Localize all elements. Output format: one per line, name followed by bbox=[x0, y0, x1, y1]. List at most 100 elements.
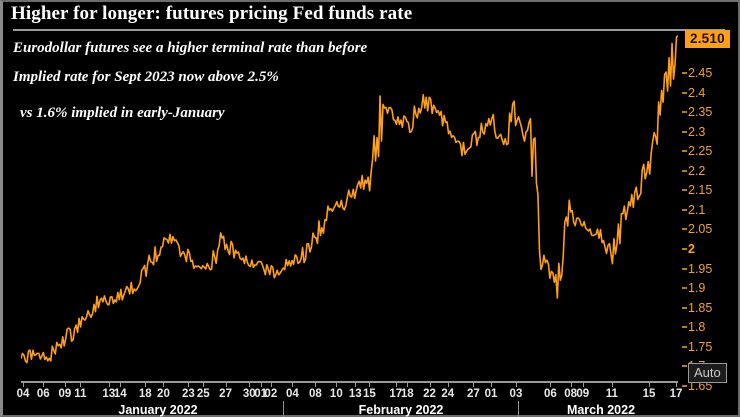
y-tick-dash bbox=[682, 150, 687, 153]
x-tick-mark bbox=[611, 383, 613, 387]
x-tick-mark bbox=[473, 383, 475, 387]
x-tick-label: 23 bbox=[182, 388, 195, 400]
x-tick-label: 08 bbox=[564, 388, 578, 400]
y-tick-label: 2.45 bbox=[688, 66, 713, 80]
x-tick-label: 02 bbox=[264, 388, 278, 400]
x-tick-label: 06 bbox=[36, 388, 50, 400]
y-tick: 2.3 bbox=[679, 125, 740, 140]
y-tick-dash bbox=[682, 326, 687, 329]
month-band-label: February 2022 bbox=[358, 403, 444, 417]
x-tick-mark bbox=[108, 383, 110, 387]
x-tick-label: 27 bbox=[467, 388, 480, 400]
x-tick-label: 04 bbox=[286, 388, 299, 400]
x-tick-label: 09 bbox=[576, 388, 590, 400]
y-tick-label: 1.8 bbox=[688, 320, 706, 335]
x-tick-mark bbox=[315, 383, 317, 387]
x-tick-label: 03 bbox=[509, 388, 523, 400]
y-tick-label: 2.25 bbox=[688, 144, 713, 159]
x-tick-label: 13 bbox=[102, 388, 116, 400]
x-tick-mark bbox=[249, 383, 251, 387]
y-tick-dash bbox=[682, 247, 687, 250]
x-tick-label: 11 bbox=[74, 388, 87, 400]
x-tick-label: 18 bbox=[138, 388, 152, 400]
x-tick-mark bbox=[120, 383, 122, 387]
y-tick-dash bbox=[682, 72, 687, 74]
y-tick: 1.8 bbox=[679, 320, 740, 335]
x-tick-mark bbox=[676, 383, 677, 387]
x-tick-mark bbox=[203, 383, 205, 387]
y-tick-label: 2.4 bbox=[688, 85, 706, 100]
y-tick-label: 2.2 bbox=[688, 163, 706, 178]
x-tick-mark bbox=[163, 383, 165, 387]
x-tick-label: 11 bbox=[605, 388, 618, 400]
x-tick-mark bbox=[80, 383, 82, 387]
x-tick-label: 14 bbox=[113, 388, 127, 400]
y-tick-label: 2.35 bbox=[688, 105, 713, 120]
x-tick-label: 15 bbox=[363, 388, 376, 400]
y-tick-dash bbox=[682, 208, 687, 211]
y-tick-label: 1.85 bbox=[688, 300, 713, 315]
x-tick-label: 15 bbox=[642, 388, 656, 400]
x-tick-mark bbox=[369, 383, 371, 387]
x-tick-mark bbox=[429, 383, 431, 387]
x-tick-label: 10 bbox=[329, 388, 343, 400]
x-tick-label: 24 bbox=[441, 388, 455, 400]
x-tick-label: 01 bbox=[484, 388, 498, 400]
y-tick: 2.25 bbox=[679, 144, 740, 159]
y-tick: 2.15 bbox=[679, 183, 740, 198]
y-tick-dash bbox=[682, 91, 687, 94]
month-band-label: January 2022 bbox=[118, 403, 198, 417]
y-tick: 2.35 bbox=[679, 105, 740, 120]
y-tick-label: 1.75 bbox=[688, 339, 713, 354]
x-tick-mark bbox=[23, 383, 24, 387]
y-tick-label: 1.9 bbox=[688, 281, 706, 296]
x-tick-label: 17 bbox=[669, 388, 683, 400]
x-tick-label: 08 bbox=[308, 388, 322, 400]
y-tick-label: 1.95 bbox=[688, 261, 713, 276]
last-value-badge: 2.510 bbox=[685, 30, 730, 48]
x-tick-label: 09 bbox=[58, 388, 72, 400]
x-tick-mark bbox=[570, 383, 572, 387]
month-band-label: March 2022 bbox=[566, 403, 636, 417]
x-tick-mark bbox=[188, 383, 190, 387]
x-tick-mark bbox=[145, 383, 147, 387]
x-tick-mark bbox=[260, 383, 262, 387]
x-tick-mark bbox=[648, 383, 650, 387]
x-tick-mark bbox=[355, 383, 357, 387]
y-tick: 1.75 bbox=[679, 340, 740, 355]
y-tick-dash bbox=[682, 228, 687, 231]
y-tick: 2.2 bbox=[679, 164, 740, 179]
y-tick-dash bbox=[682, 130, 687, 133]
y-tick: 2.05 bbox=[679, 222, 740, 237]
month-divider bbox=[283, 401, 284, 417]
x-tick-label: 18 bbox=[400, 388, 414, 400]
y-tick: 2 bbox=[679, 242, 740, 257]
y-tick-dash bbox=[682, 189, 687, 192]
y-tick: 2.1 bbox=[679, 203, 740, 218]
subtitle-line-1: Eurodollar futures see a higher terminal… bbox=[13, 40, 368, 56]
x-tick-mark bbox=[490, 383, 492, 387]
x-axis-line bbox=[21, 381, 678, 383]
x-tick-label: 27 bbox=[219, 388, 232, 400]
auto-scale-button[interactable]: Auto bbox=[688, 363, 727, 383]
x-tick-mark bbox=[515, 383, 517, 387]
x-tick-mark bbox=[447, 383, 449, 387]
x-tick-mark bbox=[270, 383, 272, 387]
x-tick-label: 17 bbox=[389, 388, 403, 400]
x-tick-mark bbox=[64, 383, 66, 387]
x-tick-label: 25 bbox=[196, 388, 210, 400]
y-tick-dash bbox=[682, 169, 687, 172]
x-tick-mark bbox=[43, 383, 45, 387]
y-tick-dash bbox=[682, 384, 687, 387]
y-tick: 1.85 bbox=[679, 301, 740, 316]
x-tick-mark bbox=[582, 383, 584, 387]
y-tick-dash bbox=[682, 306, 687, 309]
chart-plot-area[interactable] bbox=[21, 32, 678, 380]
x-tick-label: 22 bbox=[423, 388, 436, 400]
month-divider bbox=[518, 401, 519, 417]
x-tick-mark bbox=[292, 383, 294, 387]
title-divider bbox=[13, 29, 725, 31]
y-tick-dash bbox=[682, 111, 687, 114]
x-tick-mark bbox=[336, 383, 338, 387]
